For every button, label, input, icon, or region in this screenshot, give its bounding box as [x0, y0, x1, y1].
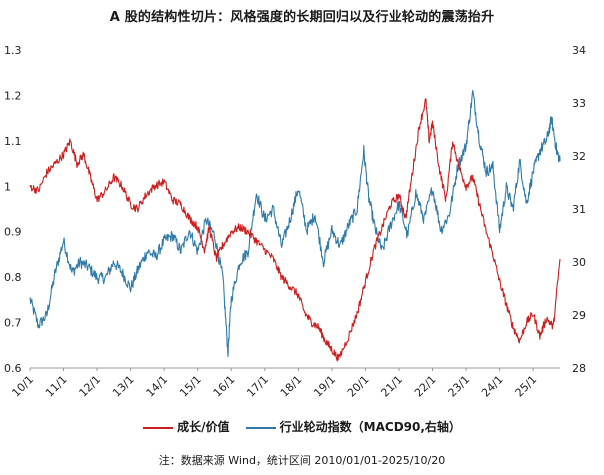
y-left-tick-label: 0.7 — [4, 317, 22, 330]
x-tick-label: 20/1 — [345, 373, 372, 400]
y-right-tick-label: 28 — [572, 362, 586, 375]
legend-item-growth-value: 成长/价值 — [143, 418, 229, 435]
y-right-tick-label: 30 — [572, 256, 586, 269]
y-left-tick-label: 1.1 — [4, 135, 22, 148]
series-line-rotation-index — [29, 89, 561, 358]
x-tick-label: 21/1 — [378, 373, 405, 400]
legend: 成长/价值 行业轮动指数（MACD90,右轴） — [0, 418, 604, 435]
x-tick-label: 19/1 — [311, 373, 338, 400]
legend-label-rotation-index: 行业轮动指数（MACD90,右轴） — [279, 420, 461, 434]
source-note: 注：数据来源 Wind，统计区间 2010/01/01-2025/10/20 — [158, 454, 446, 467]
y-left-tick-label: 1.2 — [4, 89, 22, 102]
x-tick-label: 18/1 — [278, 373, 305, 400]
x-tick-label: 15/1 — [177, 373, 204, 400]
legend-swatch-blue — [245, 426, 276, 429]
x-tick-label: 22/1 — [412, 373, 439, 400]
series-line-growth-value — [29, 98, 561, 362]
y-left-tick-label: 0.8 — [4, 271, 22, 284]
x-tick-label: 14/1 — [144, 373, 171, 400]
x-tick-label: 10/1 — [9, 373, 36, 400]
x-tick-label: 17/1 — [244, 373, 271, 400]
legend-swatch-red — [143, 426, 174, 429]
legend-item-rotation-index: 行业轮动指数（MACD90,右轴） — [245, 418, 461, 435]
x-tick-label: 16/1 — [211, 373, 238, 400]
y-left-tick-label: 1 — [4, 180, 11, 193]
y-left-tick-label: 0.9 — [4, 226, 22, 239]
y-left-tick-label: 1.3 — [4, 44, 22, 57]
y-left-tick-label: 0.6 — [4, 362, 22, 375]
chart-title: A 股的结构性切片：风格强度的长期回归以及行业轮动的震荡抬升 — [109, 10, 495, 25]
x-tick-label: 24/1 — [479, 373, 506, 400]
x-tick-label: 25/1 — [513, 373, 540, 400]
legend-label-growth-value: 成长/价值 — [177, 420, 230, 434]
x-tick-label: 12/1 — [77, 373, 104, 400]
y-right-tick-label: 33 — [572, 97, 586, 110]
y-right-tick-label: 32 — [572, 150, 586, 163]
x-tick-label: 23/1 — [446, 373, 473, 400]
y-right-tick-label: 31 — [572, 203, 586, 216]
x-tick-label: 13/1 — [110, 373, 137, 400]
series-layer — [29, 89, 561, 362]
x-tick-label: 11/1 — [43, 373, 70, 400]
y-right-tick-label: 29 — [572, 309, 586, 322]
y-right-tick-label: 34 — [572, 44, 586, 57]
